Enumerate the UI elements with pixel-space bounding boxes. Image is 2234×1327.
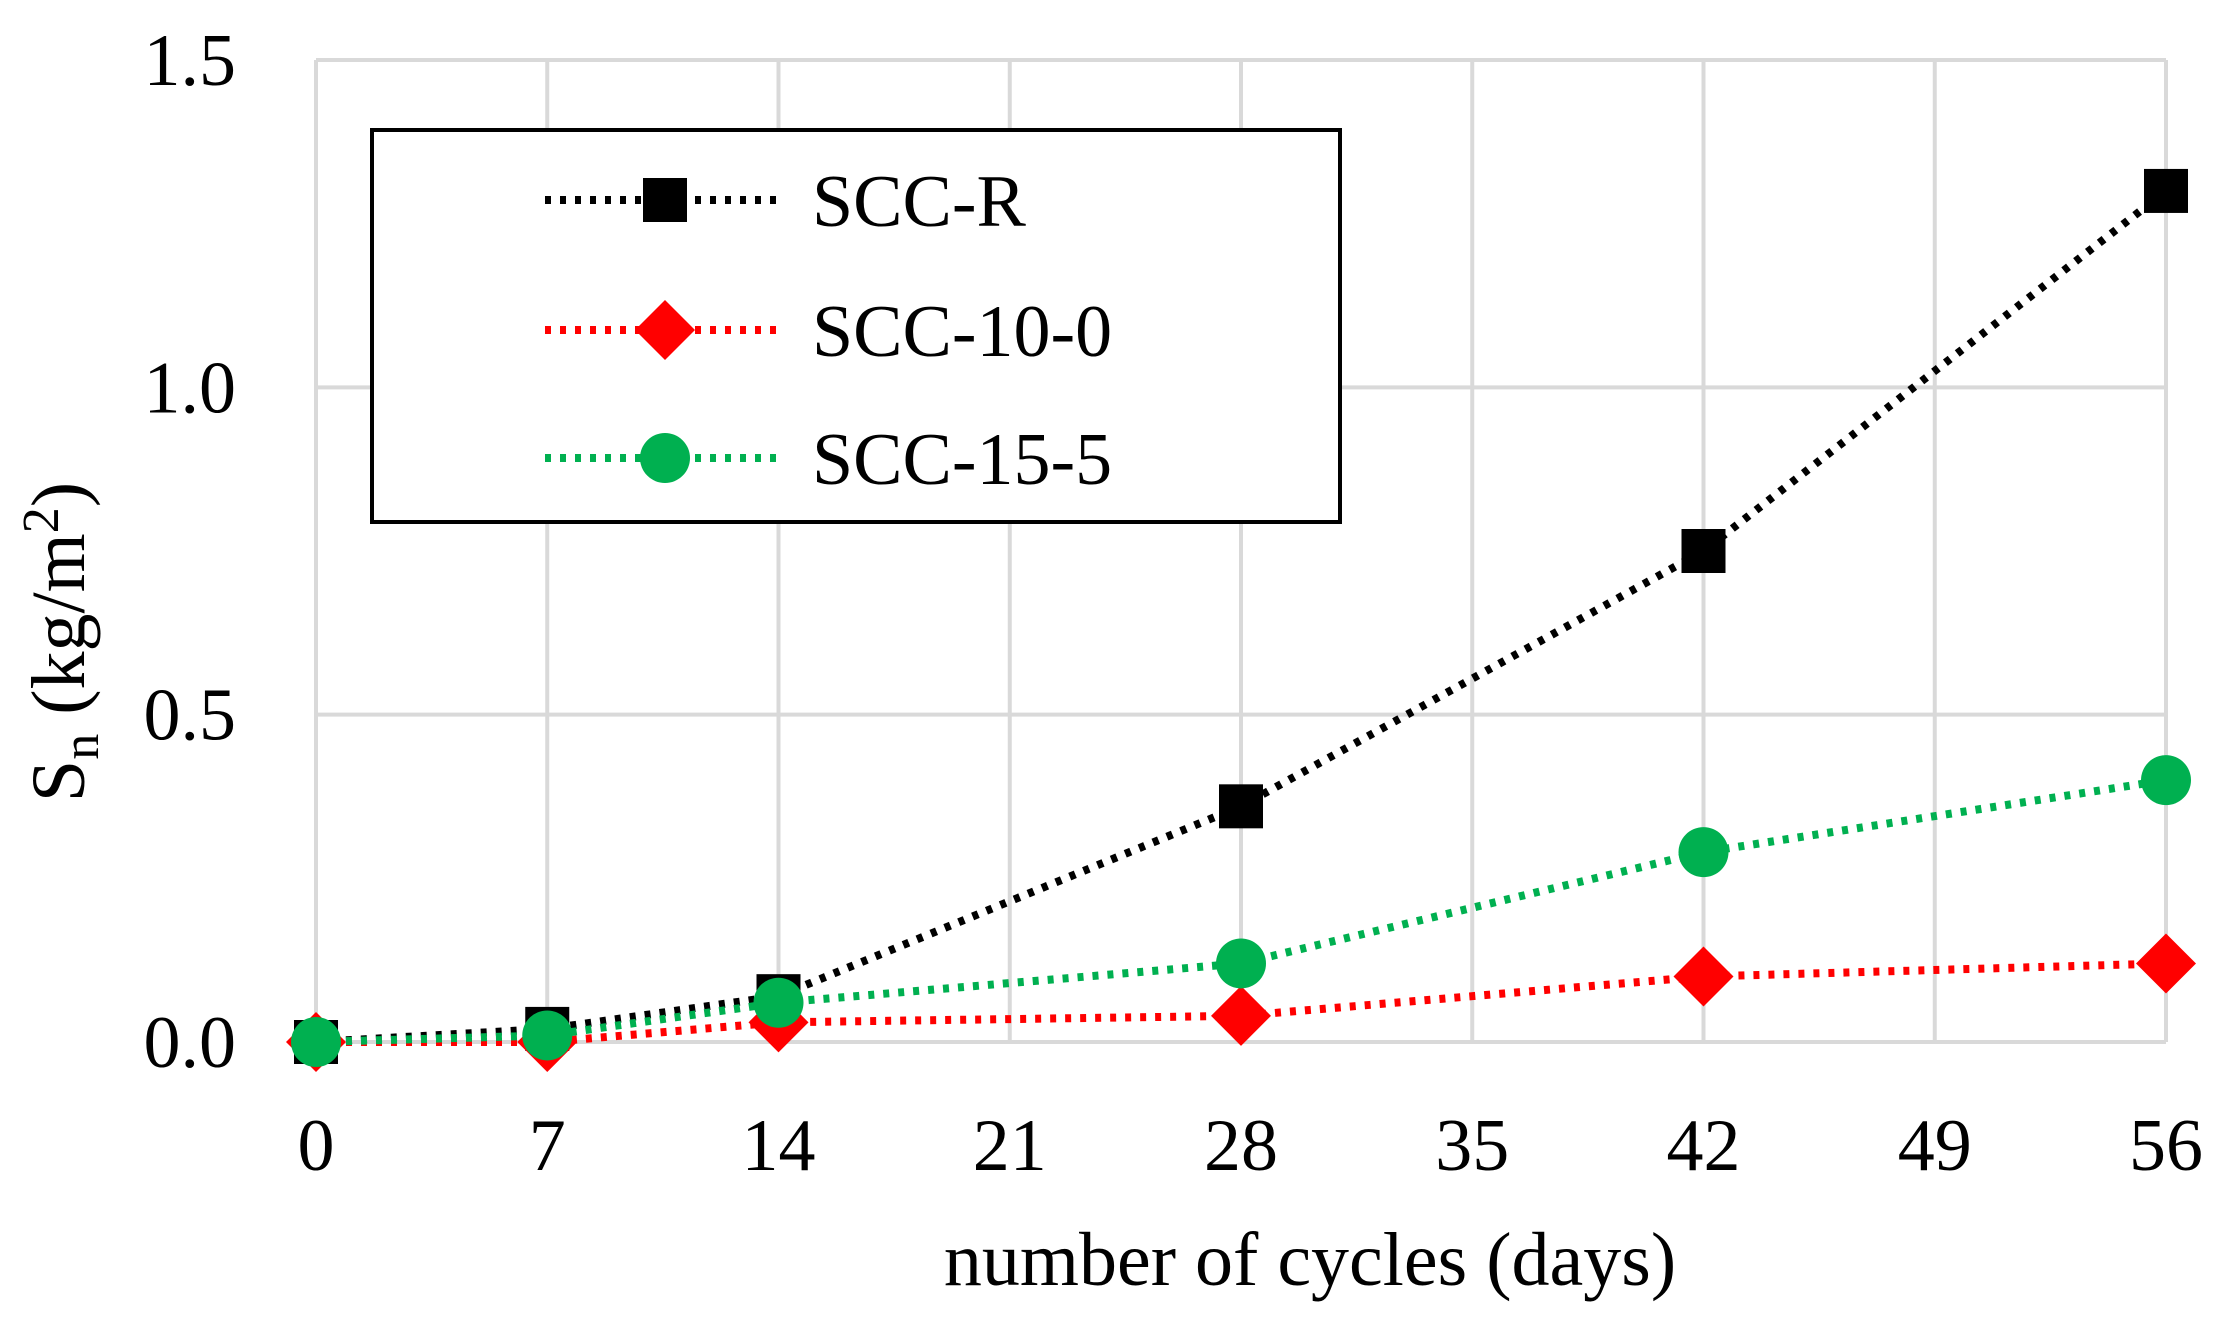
data-point-scc-r <box>2144 168 2188 213</box>
data-point-scc-10-0 <box>2136 933 2196 994</box>
series-lines <box>315 187 2169 1046</box>
y-axis-tick-labels: 0.0 0.5 1.0 1.5 <box>144 20 237 1084</box>
legend-marker-scc-15-5 <box>640 433 690 483</box>
y-tick-label: 1.0 <box>144 347 237 429</box>
y-axis-title: Sn (kg/m2) <box>13 482 110 802</box>
legend-label-scc-r: SCC-R <box>812 161 1027 243</box>
series-line-scc-10-0 <box>316 959 2167 1046</box>
data-point-scc-r <box>1681 529 1726 573</box>
y-axis-title-superscript: 2 <box>13 507 70 533</box>
series-markers <box>286 168 2196 1072</box>
data-point-scc-10-0 <box>1673 946 1734 1007</box>
data-point-scc-15-5 <box>1678 827 1729 878</box>
legend: SCC-R SCC-10-0 SCC-15-5 <box>370 128 1342 524</box>
data-point-scc-15-5 <box>522 1010 573 1061</box>
data-point-scc-15-5 <box>2141 755 2191 806</box>
y-axis-title-main: S <box>17 760 101 802</box>
data-point-scc-15-5 <box>291 1017 341 1067</box>
y-tick-label: 1.5 <box>144 20 237 102</box>
y-tick-label: 0.5 <box>144 675 237 757</box>
x-tick-label: 35 <box>1435 1105 1509 1187</box>
series-line-scc-r <box>315 187 2169 1046</box>
x-axis-title: number of cycles (days) <box>944 1218 1676 1302</box>
x-tick-label: 14 <box>742 1105 816 1187</box>
x-tick-label: 28 <box>1204 1105 1278 1187</box>
x-tick-label: 49 <box>1898 1105 1972 1187</box>
legend-label-scc-10-0: SCC-10-0 <box>812 291 1112 373</box>
legend-marker-scc-10-0 <box>635 300 695 360</box>
x-tick-label: 56 <box>2129 1105 2203 1187</box>
y-tick-label: 0.0 <box>144 1002 237 1084</box>
legend-marker-scc-r <box>643 178 687 222</box>
legend-label-scc-15-5: SCC-15-5 <box>812 419 1112 501</box>
y-axis-title-subscript: n <box>53 734 110 760</box>
y-axis-title-unit-close: ) <box>17 482 101 507</box>
x-tick-label: 0 <box>298 1105 335 1187</box>
x-tick-label: 7 <box>529 1105 566 1187</box>
data-point-scc-15-5 <box>1216 938 1266 989</box>
x-tick-label: 42 <box>1667 1105 1741 1187</box>
x-tick-label: 21 <box>973 1105 1047 1187</box>
data-point-scc-10-0 <box>1211 985 1271 1046</box>
data-point-scc-r <box>1219 784 1263 829</box>
y-axis-title-unit: (kg/m <box>17 533 101 734</box>
x-axis-tick-labels: 0 7 14 21 28 35 42 49 56 <box>298 1105 2204 1187</box>
data-point-scc-15-5 <box>753 977 804 1028</box>
legend-box <box>370 128 1342 524</box>
